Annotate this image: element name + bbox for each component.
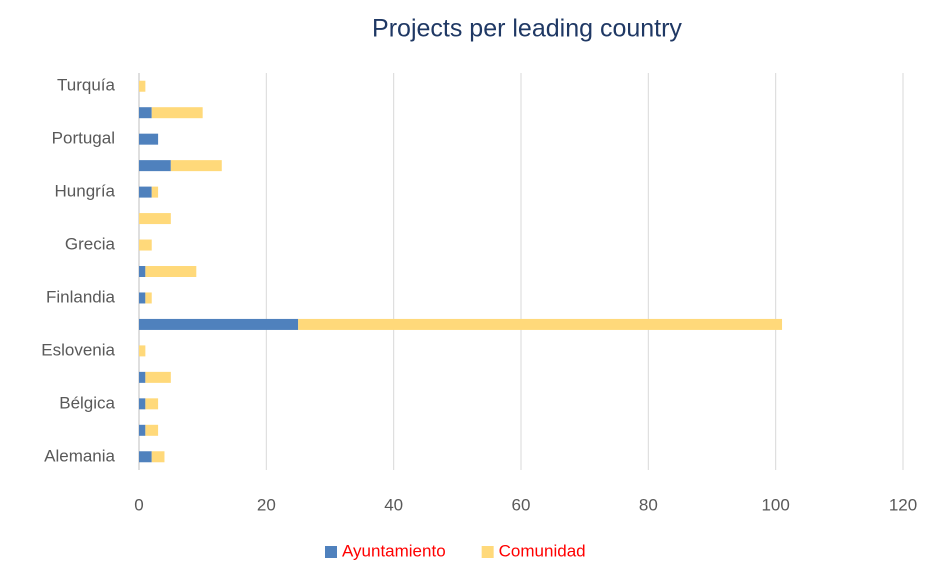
y-tick-label: Grecia — [65, 235, 116, 254]
legend-swatch — [325, 546, 337, 558]
x-tick-label: 120 — [889, 495, 917, 514]
bar-segment — [139, 451, 152, 463]
x-tick-label: 80 — [639, 495, 658, 514]
bar-segment — [170, 160, 222, 172]
y-tick-label: Alemania — [44, 446, 115, 465]
legend-label: Ayuntamiento — [342, 541, 446, 560]
y-tick-label: Portugal — [52, 129, 115, 148]
bar-segment — [139, 133, 159, 145]
bar-segment — [139, 398, 146, 410]
chart-title: Projects per leading country — [372, 15, 682, 43]
bar-segment — [145, 424, 159, 436]
bar-segment — [139, 318, 299, 330]
bar-segment — [139, 292, 146, 304]
legend-label: Comunidad — [499, 541, 586, 560]
y-tick-label: Bélgica — [59, 393, 115, 412]
bar-segment — [151, 107, 203, 119]
bar-segment — [139, 239, 152, 251]
bar-segment — [145, 371, 171, 383]
y-tick-label: Turquía — [57, 76, 116, 95]
x-tick-label: 20 — [257, 495, 276, 514]
bar-segment — [151, 186, 159, 198]
y-tick-label: Hungría — [55, 182, 116, 201]
x-tick-label: 100 — [761, 495, 789, 514]
bar-segment — [151, 451, 165, 463]
bar-segment — [139, 213, 171, 225]
bar-segment — [139, 424, 146, 436]
bar-segment — [139, 186, 152, 198]
y-tick-label: Finlandia — [46, 287, 116, 306]
x-tick-label: 60 — [512, 495, 531, 514]
x-tick-label: 0 — [134, 495, 143, 514]
bar-segment — [145, 266, 197, 277]
legend-swatch — [481, 546, 494, 558]
bar-segment — [139, 266, 146, 277]
bar-segment — [139, 371, 146, 383]
y-tick-label: Eslovenia — [41, 340, 115, 359]
bar-segment — [139, 345, 146, 357]
bar-segment — [139, 80, 146, 92]
bar-segment — [145, 398, 159, 410]
x-tick-label: 40 — [384, 495, 403, 514]
bar-segment — [298, 318, 783, 330]
bar-segment — [139, 107, 152, 119]
bar-segment — [145, 292, 152, 304]
bar-segment — [139, 160, 171, 172]
